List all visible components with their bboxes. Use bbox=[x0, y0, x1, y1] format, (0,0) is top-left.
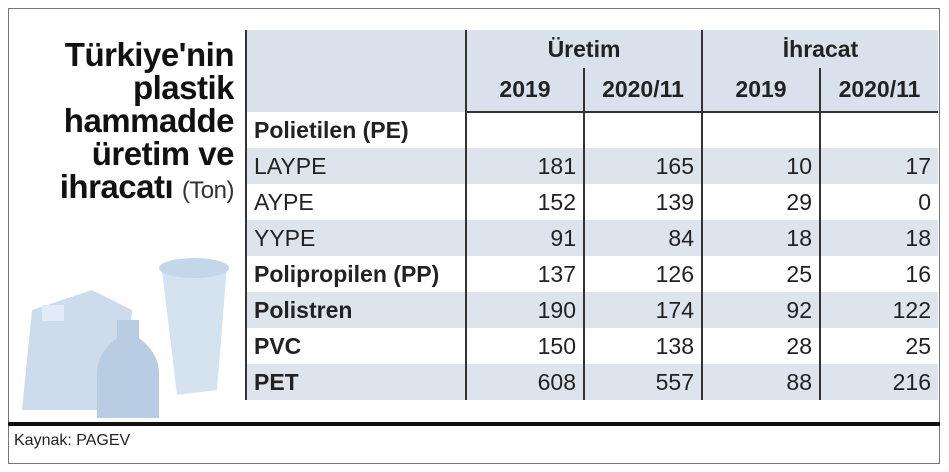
cell: 25 bbox=[701, 256, 820, 292]
year-row: 2019 2020/11 2019 2020/11 bbox=[246, 68, 938, 113]
cell: 216 bbox=[819, 364, 938, 400]
cell: 84 bbox=[583, 220, 702, 256]
year-header: 2019 bbox=[465, 68, 584, 113]
row-name: Polietilen (PE) bbox=[245, 112, 466, 148]
title: Türkiye'nin plastik hammadde üretim ve ihrac… bbox=[14, 36, 235, 207]
table-row: Polistren 190 174 92 122 bbox=[245, 292, 938, 328]
row-name: PET bbox=[245, 364, 466, 400]
row-name: AYPE bbox=[245, 184, 466, 220]
cell bbox=[583, 112, 702, 148]
row-name: PVC bbox=[245, 328, 466, 364]
year-header: 2020/11 bbox=[819, 68, 938, 113]
year-header: 2020/11 bbox=[583, 68, 702, 113]
cell: 29 bbox=[701, 184, 820, 220]
cell: 181 bbox=[465, 148, 584, 184]
cell: 88 bbox=[701, 364, 820, 400]
frame bbox=[8, 8, 940, 464]
cell: 122 bbox=[819, 292, 938, 328]
cell: 152 bbox=[465, 184, 584, 220]
cell: 608 bbox=[465, 364, 584, 400]
jug-cap bbox=[42, 305, 64, 321]
cell: 139 bbox=[583, 184, 702, 220]
year-header: 2019 bbox=[701, 68, 820, 113]
cell: 92 bbox=[701, 292, 820, 328]
table-row: Polietilen (PE) bbox=[245, 112, 938, 148]
row-name: Polistren bbox=[245, 292, 466, 328]
row-name: LAYPE bbox=[245, 148, 466, 184]
table-row: Polipropilen (PP) 137 126 25 16 bbox=[245, 256, 938, 292]
cell: 25 bbox=[819, 328, 938, 364]
group-header: İhracat bbox=[701, 30, 938, 68]
cell: 174 bbox=[583, 292, 702, 328]
source: Kaynak: PAGEV bbox=[14, 432, 131, 449]
cell: 0 bbox=[819, 184, 938, 220]
title-line: ihracatı (Ton) bbox=[59, 168, 235, 205]
title-line: plastik bbox=[132, 69, 235, 106]
cell: 138 bbox=[583, 328, 702, 364]
cell: 137 bbox=[465, 256, 584, 292]
cell bbox=[465, 112, 584, 148]
table-row: AYPE 152 139 29 0 bbox=[245, 184, 938, 220]
row-name: YYPE bbox=[245, 220, 466, 256]
cell: 190 bbox=[465, 292, 584, 328]
row-name: Polipropilen (PP) bbox=[245, 256, 466, 292]
cup-lid bbox=[159, 258, 229, 278]
bottle bbox=[97, 320, 159, 418]
cup bbox=[162, 265, 227, 395]
illustration bbox=[22, 258, 229, 418]
title-line: üretim ve bbox=[91, 135, 235, 172]
cell: 165 bbox=[583, 148, 702, 184]
cell: 10 bbox=[701, 148, 820, 184]
cell: 17 bbox=[819, 148, 938, 184]
cell: 557 bbox=[583, 364, 702, 400]
table-row: YYPE 91 84 18 18 bbox=[245, 220, 938, 256]
cell: 18 bbox=[701, 220, 820, 256]
title-line: hammadde bbox=[63, 102, 235, 139]
group-row: Üretim İhracat bbox=[245, 30, 938, 112]
cell: 150 bbox=[465, 328, 584, 364]
data-table: Üretim İhracat 2019 2020/11 2019 2020/11 Polie… bbox=[245, 30, 938, 400]
table-row: PET 608 557 88 216 bbox=[245, 364, 938, 400]
cell: 18 bbox=[819, 220, 938, 256]
unit: (Ton) bbox=[181, 177, 235, 204]
cell: 28 bbox=[701, 328, 820, 364]
cell: 91 bbox=[465, 220, 584, 256]
cell: 126 bbox=[583, 256, 702, 292]
title-line: Türkiye'nin bbox=[64, 36, 235, 73]
corner-cell bbox=[245, 30, 466, 112]
cell: 16 bbox=[819, 256, 938, 292]
group-header: Üretim bbox=[465, 30, 702, 68]
cell bbox=[701, 112, 820, 148]
table-row: PVC 150 138 28 25 bbox=[245, 328, 938, 364]
table-row: LAYPE 181 165 10 17 bbox=[245, 148, 938, 184]
rule bbox=[8, 422, 940, 426]
cell bbox=[819, 112, 938, 148]
